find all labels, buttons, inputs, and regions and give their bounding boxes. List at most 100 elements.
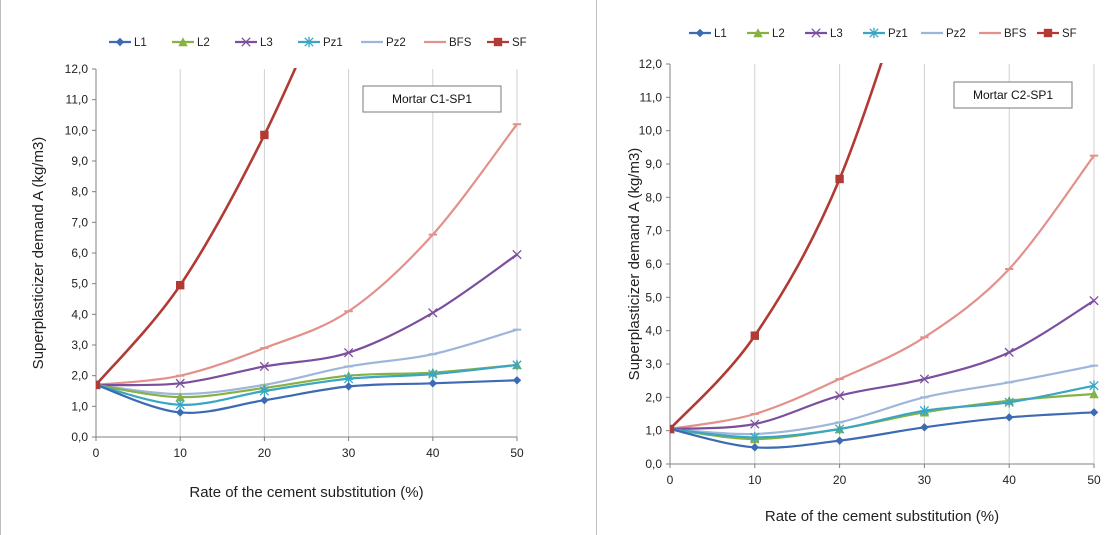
data-point-l3 <box>428 308 438 318</box>
x-tick-label: 40 <box>426 446 440 460</box>
series-bfs <box>670 154 1099 431</box>
data-point-l3 <box>834 391 845 401</box>
annotation-label: Mortar C1-SP1 <box>392 92 472 106</box>
legend-label: Pz1 <box>323 37 343 49</box>
data-point-l1 <box>750 443 759 452</box>
chart-c1-sp1: 0,0 1,0 2,0 3,0 4,0 5,0 6,0 7,0 8,0 9,0 10,0 11,0 12… <box>30 36 527 501</box>
legend-marker <box>753 28 763 38</box>
legend-item-l2: L2 <box>747 28 785 40</box>
data-point-l2 <box>175 392 185 402</box>
data-point-sf <box>96 380 101 390</box>
legend-marker <box>493 37 503 47</box>
series-l1 <box>96 376 522 417</box>
data-point-pz1 <box>343 373 354 384</box>
x-tick-label: 40 <box>1003 473 1017 487</box>
series-pz2 <box>670 364 1099 436</box>
data-point-pz1 <box>1089 380 1099 391</box>
y-tick-label: 1,0 <box>645 424 662 438</box>
y-tick-label: 5,0 <box>71 277 88 291</box>
data-point-l1 <box>176 408 185 417</box>
chart-c2-sp1: 0,0 1,0 2,0 3,0 4,0 5,0 6,0 7,0 8,0 9,0 10,0 11,0 12… <box>626 27 1101 525</box>
series-line-pz2 <box>96 328 518 396</box>
legend-label: L1 <box>714 28 727 40</box>
data-point-sf <box>750 331 759 340</box>
series-line-pz1 <box>96 363 518 406</box>
legend-label: L3 <box>260 37 273 49</box>
plot-area <box>96 68 522 417</box>
y-tick-label: 6,0 <box>71 246 88 260</box>
legend-label: L3 <box>830 28 843 40</box>
series-line-l3 <box>96 253 518 387</box>
data-point-l3 <box>919 374 930 384</box>
series-l2 <box>96 360 522 402</box>
legend-label: Pz2 <box>386 37 406 49</box>
data-point-l1 <box>344 382 353 391</box>
series-bfs <box>96 123 522 386</box>
data-point-l2 <box>1089 389 1099 399</box>
y-tick-label: 2,0 <box>645 390 662 404</box>
legend-item-pz2: Pz2 <box>361 37 406 49</box>
data-point-l3 <box>1004 347 1014 357</box>
y-tick-label: 7,0 <box>71 215 88 229</box>
y-tick-label: 5,0 <box>645 290 662 304</box>
legend-item-bfs: BFS <box>979 28 1027 40</box>
x-tick-label: 0 <box>667 473 674 487</box>
series-line-bfs <box>96 123 518 386</box>
chart-panel-c2: 0,0 1,0 2,0 3,0 4,0 5,0 6,0 7,0 8,0 9,0 10,0 11,0 12… <box>596 0 1105 535</box>
data-point-pz1 <box>750 432 760 443</box>
series-line-l2 <box>96 363 518 399</box>
legend-marker <box>1043 28 1053 38</box>
y-tick-label: 11,0 <box>640 90 663 104</box>
x-axis-title: Rate of the cement substitution (%) <box>765 508 999 525</box>
data-point-l1 <box>260 396 269 405</box>
legend-item-l3: L3 <box>235 37 273 49</box>
series-l1 <box>670 408 1099 452</box>
x-tick-label: 30 <box>918 473 932 487</box>
legend-marker <box>304 36 314 48</box>
y-tick-label: 12,0 <box>65 62 89 76</box>
y-tick-label: 8,0 <box>71 185 88 199</box>
legend-item-pz2: Pz2 <box>921 28 966 40</box>
data-point-l1 <box>512 376 522 385</box>
series-line-l1 <box>96 379 518 414</box>
legend-label: Pz2 <box>946 28 966 40</box>
legend-label: BFS <box>449 37 472 49</box>
y-tick-label: 0,0 <box>645 457 662 471</box>
data-point-l1 <box>920 423 929 432</box>
y-tick-label: 4,0 <box>71 307 88 321</box>
y-tick-label: 4,0 <box>645 324 662 338</box>
data-point-l3 <box>175 378 185 388</box>
y-tick-label: 0,0 <box>71 430 88 444</box>
data-point-l3 <box>259 361 270 372</box>
legend-label: L2 <box>772 28 785 40</box>
chart-annotation: Mortar C2-SP1 <box>953 81 1073 109</box>
data-point-pz1 <box>1004 397 1014 408</box>
legend-marker <box>115 37 125 47</box>
legend-marker <box>869 27 879 39</box>
data-point-sf <box>260 130 269 140</box>
data-point-sf <box>835 174 844 184</box>
data-point-l3 <box>1089 296 1099 306</box>
series-line-pz1 <box>670 384 1095 439</box>
data-point-l1 <box>835 436 844 445</box>
data-point-pz1 <box>428 368 438 380</box>
data-point-pz1 <box>512 359 522 371</box>
y-tick-label: 9,0 <box>71 154 88 168</box>
chart-annotation: Mortar C1-SP1 <box>362 85 502 113</box>
y-tick-label: 8,0 <box>645 190 662 204</box>
legend-marker <box>811 28 821 38</box>
x-tick-label: 20 <box>258 446 272 460</box>
y-tick-label: 10,0 <box>639 124 663 138</box>
series-line-sf <box>670 63 883 430</box>
y-tick-label: 6,0 <box>645 257 662 271</box>
chart-panel-c1: 0,0 1,0 2,0 3,0 4,0 5,0 6,0 7,0 8,0 9,0 10,0 11,0 12… <box>0 0 531 535</box>
legend-marker <box>241 37 251 47</box>
data-point-l3 <box>750 419 760 429</box>
plot-area <box>670 63 1099 452</box>
data-point-sf <box>176 281 185 290</box>
legend-marker <box>695 28 705 38</box>
legend-label: BFS <box>1004 28 1027 40</box>
data-point-l3 <box>512 249 522 260</box>
y-tick-label: 7,0 <box>645 224 662 238</box>
x-tick-label: 30 <box>342 446 356 460</box>
